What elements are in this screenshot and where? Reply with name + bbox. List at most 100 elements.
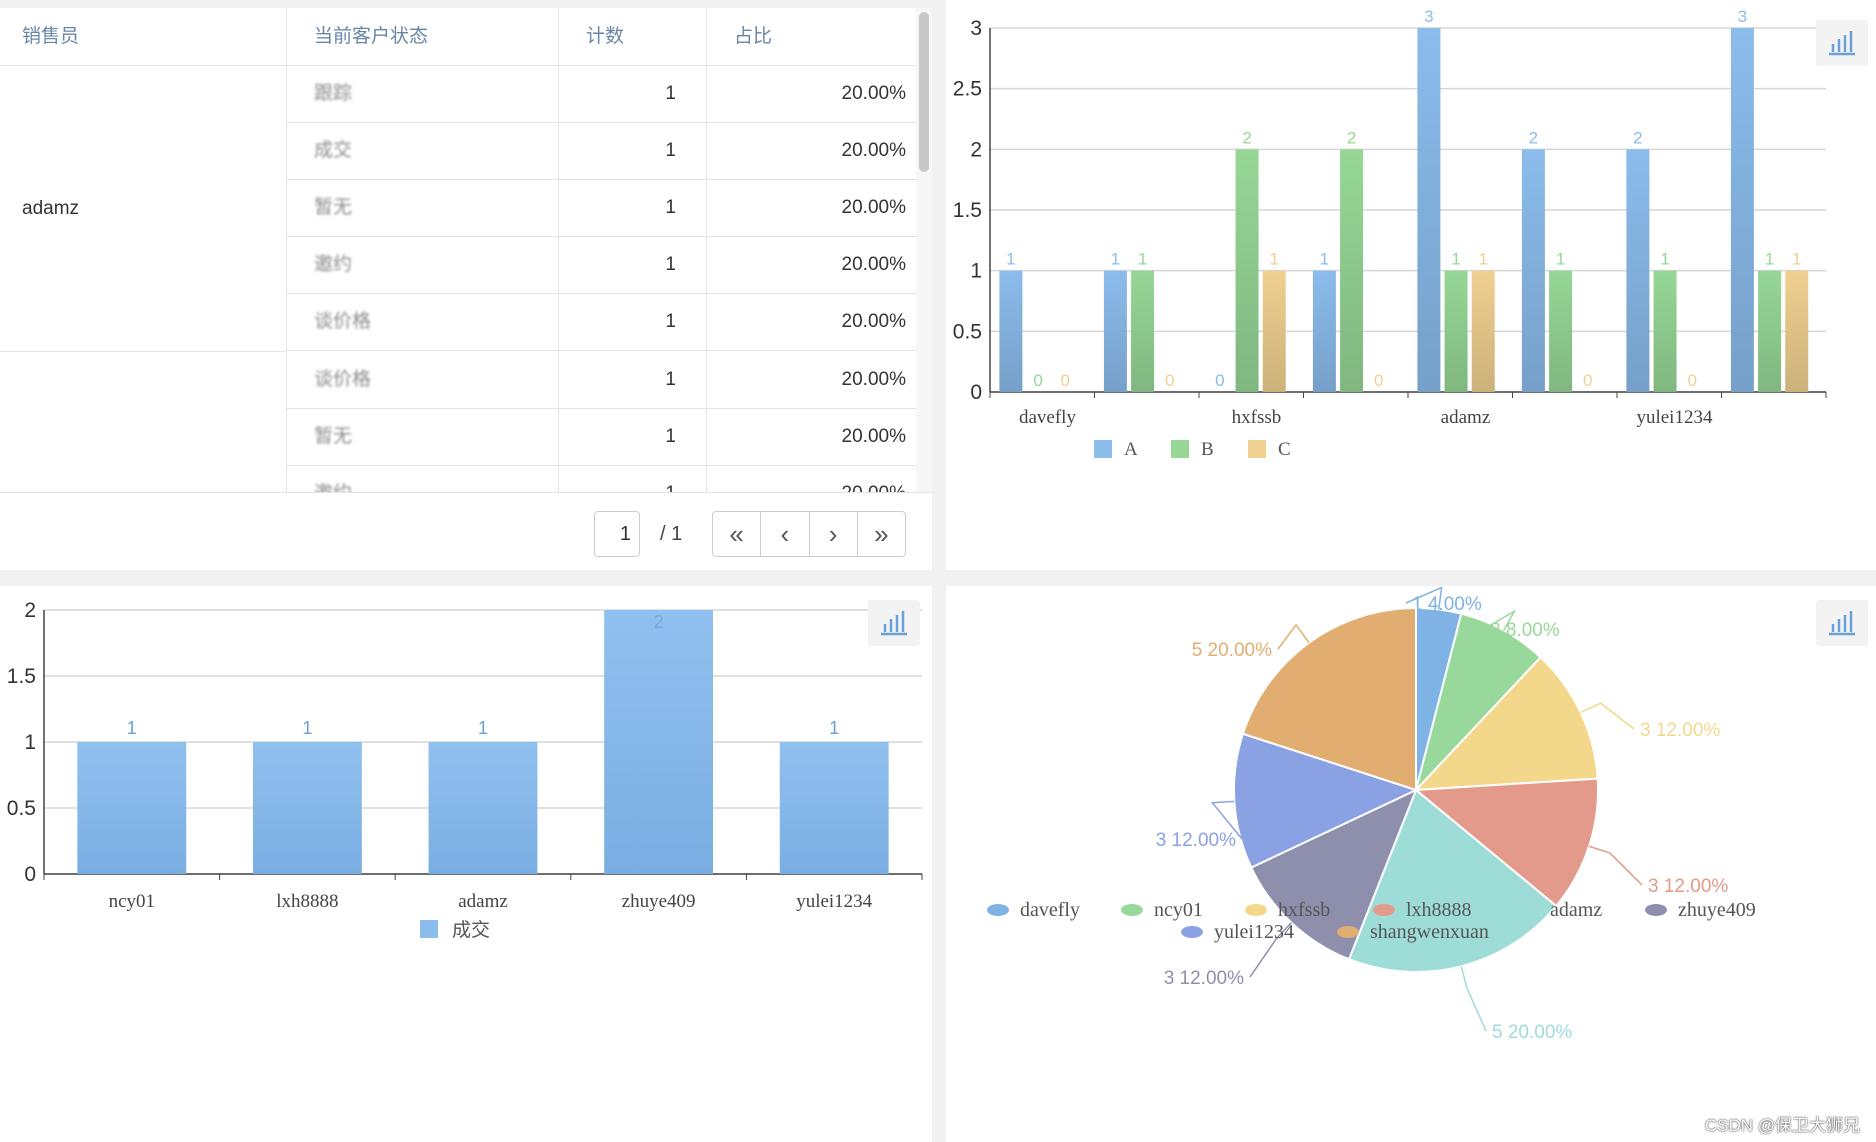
header-percent[interactable]: 占比 — [734, 26, 773, 47]
table-row[interactable]: 邀约 1 20.00% — [286, 466, 916, 492]
slice-label: 5 20.00% — [1492, 1022, 1572, 1043]
data-label: 1 — [302, 718, 312, 738]
y-tick-label: 2 — [24, 599, 36, 622]
y-tick-label: 1 — [970, 260, 982, 283]
label-leader-line — [1580, 702, 1635, 730]
header-salesperson[interactable]: 销售员 — [22, 26, 80, 47]
slice-label: 3 12.00% — [1156, 830, 1236, 851]
data-label: 1 — [478, 718, 488, 738]
slice-label: 3 12.00% — [1640, 720, 1720, 741]
table-row[interactable]: 邀约 1 20.00% — [286, 237, 916, 294]
prev-page-button[interactable]: ‹ — [761, 512, 810, 556]
legend-marker — [987, 904, 1009, 916]
next-page-button[interactable]: › — [810, 512, 858, 556]
y-tick-label: 1 — [24, 731, 36, 754]
table-row[interactable]: 成交 1 20.00% — [286, 123, 916, 180]
percent-cell: 20.00% — [841, 197, 906, 218]
salesperson-name: adamz — [22, 198, 80, 219]
data-label: 1 — [1451, 250, 1460, 269]
first-page-button[interactable]: « — [713, 512, 762, 556]
header-status[interactable]: 当前客户状态 — [314, 26, 429, 47]
y-tick-label: 0.5 — [7, 797, 36, 820]
bar-C-shangwenxuan — [1785, 270, 1809, 392]
grouped-bar-chart-panel: 0 0.5 1 1.5 2 2.5 3 1 1 0 1 3 2 2 3 0 1 2 2 1 1 1 1 0 0 1 0 1 0 0 1 dav… — [946, 0, 1876, 570]
data-label: 1 — [1111, 250, 1120, 269]
data-label: 1 — [1556, 250, 1565, 269]
percent-cell: 20.00% — [841, 426, 906, 447]
bar-A-shangwenxuan — [1730, 28, 1754, 392]
y-tick-label: 0.5 — [953, 320, 982, 343]
x-tick-label: yulei1234 — [796, 891, 872, 912]
label-leader-line — [1483, 609, 1517, 631]
y-tick-label: 1.5 — [953, 199, 982, 222]
chart-toolbox[interactable] — [1816, 600, 1868, 646]
y-tick-label: 3 — [970, 17, 982, 40]
legend-label: lxh8888 — [1406, 899, 1472, 921]
bar-chart-icon[interactable] — [868, 600, 920, 646]
slice-label: 3 12.00% — [1648, 876, 1728, 897]
table-row[interactable]: 谈价格 1 20.00% — [286, 352, 916, 409]
x-tick-label: adamz — [458, 891, 508, 912]
bar-ncy01 — [77, 742, 187, 874]
bar-chart-icon[interactable] — [1816, 20, 1868, 66]
bar-B-lxh8888 — [1340, 149, 1364, 392]
legend-swatch — [1248, 440, 1266, 458]
slice-label: 3 12.00% — [1164, 968, 1244, 989]
bar-B-ncy01 — [1131, 270, 1155, 392]
percent-cell: 20.00% — [706, 466, 906, 492]
last-page-button[interactable]: » — [874, 519, 889, 549]
percent-cell: 20.00% — [841, 140, 906, 161]
legend-label: davefly — [1020, 899, 1080, 921]
bar-A-adamz — [1417, 28, 1441, 392]
page-buttons: « ‹ › » — [712, 511, 906, 557]
data-label: 2 — [1347, 128, 1356, 147]
data-label: 1 — [1320, 250, 1329, 269]
table-row[interactable]: 暂无 1 20.00% — [286, 409, 916, 466]
slice-label: 2 8.00% — [1490, 620, 1560, 641]
bar-B-shangwenxuan — [1758, 270, 1782, 392]
bar-chart-icon[interactable] — [1816, 600, 1868, 646]
x-tick-label: hxfssb — [1232, 407, 1282, 428]
bar-yulei1234 — [779, 742, 889, 874]
bar-C-adamz — [1471, 270, 1495, 392]
label-leader-line — [1405, 586, 1443, 610]
group-cell — [0, 352, 286, 492]
data-label: 2 — [654, 612, 664, 632]
y-tick-label: 2.5 — [953, 78, 982, 101]
header-count[interactable]: 计数 — [586, 26, 625, 47]
y-tick-label: 0 — [970, 381, 982, 404]
page-input[interactable]: 1 — [594, 511, 640, 557]
status-cell: 暂无 — [314, 426, 353, 447]
status-cell: 谈价格 — [314, 369, 372, 390]
table-row[interactable]: 谈价格 1 20.00% — [286, 294, 916, 351]
pie-slice-adamz — [1347, 788, 1558, 973]
bar-zhuye409 — [604, 610, 714, 874]
data-label: 0 — [1215, 371, 1224, 390]
data-table-panel: 销售员 当前客户状态 计数 占比 adamz 跟踪 1 20.00% 成交 1 … — [0, 8, 932, 570]
x-tick-label: davefly — [1019, 407, 1076, 428]
data-label: 2 — [1529, 128, 1538, 147]
table-row[interactable]: 跟踪 1 20.00% — [286, 66, 916, 123]
status-cell: 谈价格 — [314, 311, 372, 332]
status-cell: 暂无 — [314, 197, 353, 218]
percent-cell: 20.00% — [841, 83, 906, 104]
scrollbar-thumb[interactable] — [919, 12, 929, 172]
bar-C-hxfssb — [1262, 270, 1286, 392]
legend-label: shangwenxuan — [1370, 921, 1489, 943]
data-label: 1 — [1765, 250, 1774, 269]
table-row[interactable]: 暂无 1 20.00% — [286, 180, 916, 237]
count-cell: 1 — [665, 369, 676, 390]
chart-toolbox[interactable] — [1816, 20, 1868, 66]
legend-swatch — [1094, 440, 1112, 458]
label-leader-line — [1210, 800, 1243, 840]
count-cell: 1 — [665, 197, 676, 218]
table-scrollbar[interactable] — [916, 8, 932, 492]
data-label: 1 — [1479, 250, 1488, 269]
data-label: 1 — [1138, 250, 1147, 269]
chart-toolbox[interactable] — [868, 600, 920, 646]
legend-marker — [1181, 926, 1203, 938]
data-label: 0 — [1061, 371, 1070, 390]
legend-label: adamz — [1550, 899, 1602, 921]
x-tick-label: zhuye409 — [622, 891, 696, 912]
legend-label: 成交 — [452, 919, 490, 941]
